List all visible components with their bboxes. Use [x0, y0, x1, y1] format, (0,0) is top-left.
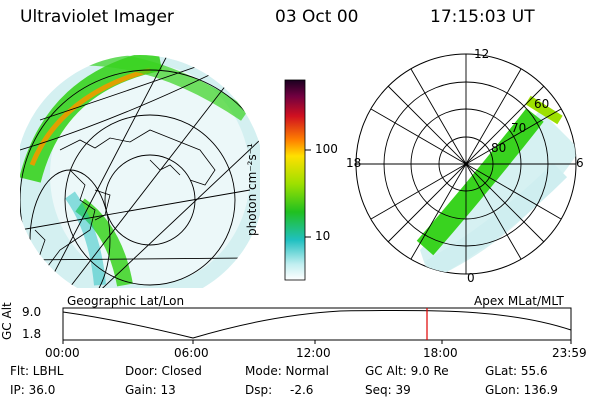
strip-ylabel: GC Alt	[0, 302, 14, 340]
info-ip: IP: 36.0	[10, 383, 56, 397]
strip-xtick-1800: 18:00	[423, 346, 458, 360]
colorbar-tick-100: 100	[315, 142, 338, 156]
info-gcalt: GC Alt: 9.0 Re	[365, 364, 449, 378]
apex-caption: Apex MLat/MLT	[474, 294, 564, 308]
info-dsp-label: Dsp:	[245, 383, 273, 397]
geographic-view	[20, 55, 260, 288]
mlt-label-6: 6	[576, 156, 584, 170]
strip-xtick-0000: 00:00	[45, 346, 80, 360]
altitude-curve	[62, 310, 572, 339]
mlat-label-70: 70	[511, 121, 527, 135]
app-title: Ultraviolet Imager	[20, 7, 174, 27]
polar-plot	[355, 53, 577, 275]
info-glat: GLat: 55.6	[485, 364, 548, 378]
strip-ytick-9: 9.0	[22, 305, 42, 319]
date-label: 03 Oct 00	[275, 7, 359, 27]
info-mode: Mode: Normal	[245, 364, 329, 378]
strip-ytick-1.8: 1.8	[22, 327, 42, 341]
mlt-label-0: 0	[467, 271, 475, 285]
altitude-strip	[62, 307, 572, 344]
mlt-label-18: 18	[346, 156, 362, 170]
colorbar	[284, 79, 306, 281]
colorbar-label: photon cm⁻²s⁻¹	[245, 143, 259, 236]
info-door: Door: Closed	[125, 364, 202, 378]
mlat-label-60: 60	[534, 97, 550, 111]
info-seq: Seq: 39	[365, 383, 411, 397]
mlat-label-80: 80	[491, 141, 507, 155]
info-gain: Gain: 13	[125, 383, 176, 397]
strip-xtick-2359: 23:59	[552, 346, 587, 360]
info-glon: GLon: 136.9	[485, 383, 558, 397]
strip-xtick-0600: 06:00	[174, 346, 209, 360]
colorbar-tick-10: 10	[315, 229, 331, 243]
strip-xtick-1200: 12:00	[296, 346, 331, 360]
time-label: 17:15:03 UT	[430, 7, 535, 27]
info-dsp-value: -2.6	[290, 383, 314, 397]
info-flt: Flt: LBHL	[10, 364, 64, 378]
mlt-label-12: 12	[474, 47, 490, 61]
geo-caption: Geographic Lat/Lon	[67, 294, 185, 308]
